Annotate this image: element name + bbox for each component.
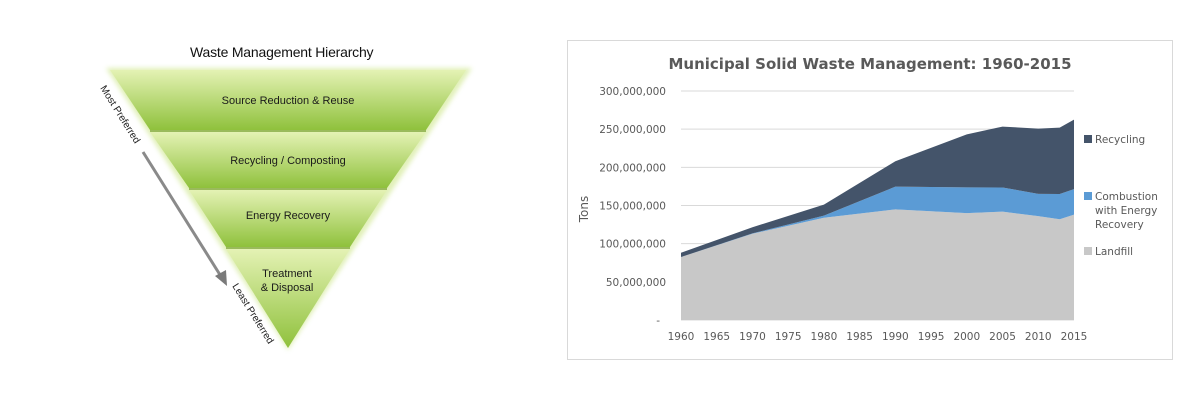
y-tick-label: 150,000,000 — [599, 201, 666, 213]
x-tick-label: 1985 — [846, 331, 873, 343]
y-tick-label: 250,000,000 — [599, 124, 666, 136]
tier-label-recycling: Recycling / Composting — [230, 155, 346, 167]
area-series-landfill — [681, 209, 1074, 320]
legend: Recycling Combustion with Energy Recovery La… — [1084, 134, 1158, 258]
tier-label-disposal: & Disposal — [261, 282, 314, 294]
x-tick-label: 1960 — [668, 331, 695, 343]
x-tick-label: 1990 — [882, 331, 909, 343]
tier-energy-recovery — [189, 190, 387, 247]
waste-hierarchy-panel: Source Reduction & Reuse Recycling / Com… — [0, 0, 560, 400]
tier-label-energy-recovery: Energy Recovery — [246, 210, 331, 222]
x-tick-label: 1980 — [811, 331, 838, 343]
tier-label-treatment: Treatment — [262, 268, 312, 280]
legend-label: Combustion — [1095, 191, 1158, 203]
x-tick-label: 1975 — [775, 331, 802, 343]
y-tick-label: 50,000,000 — [606, 277, 666, 289]
preference-arrow-head — [215, 270, 227, 286]
y-tick-label: 100,000,000 — [599, 239, 666, 251]
y-axis-label: Tons — [577, 196, 591, 224]
legend-swatch — [1084, 135, 1092, 143]
y-tick-label: 200,000,000 — [599, 162, 666, 174]
legend-label: Recovery — [1095, 219, 1144, 231]
x-tick-label: 1965 — [703, 331, 730, 343]
tier-recycling — [150, 132, 426, 188]
area-chart: Municipal Solid Waste Management: 1960-2… — [577, 55, 1158, 343]
legend-label: Recycling — [1095, 134, 1145, 146]
x-tick-label: 2000 — [953, 331, 980, 343]
x-tick-label: 1995 — [918, 331, 945, 343]
tier-label-source-reduction: Source Reduction & Reuse — [222, 95, 355, 107]
y-tick-labels: - 50,000,000 100,000,000 150,000,000 200,000… — [599, 86, 666, 327]
area-series-combustion-with-energy-recovery — [681, 186, 1074, 258]
x-tick-label: 1970 — [739, 331, 766, 343]
x-tick-label: 2015 — [1061, 331, 1088, 343]
legend-label: Landfill — [1095, 246, 1133, 258]
hierarchy-diagram: Source Reduction & Reuse Recycling / Com… — [97, 68, 472, 350]
area-series-recycling — [681, 119, 1074, 258]
legend-swatch — [1084, 192, 1092, 200]
chart-title: Municipal Solid Waste Management: 1960-2… — [668, 55, 1071, 73]
x-tick-label: 2005 — [989, 331, 1016, 343]
preference-arrow-shaft — [141, 151, 224, 279]
legend-swatch — [1084, 247, 1092, 255]
tier-source-reduction — [110, 70, 466, 130]
y-tick-label: - — [656, 315, 660, 327]
legend-label: with Energy — [1095, 205, 1157, 217]
y-tick-label: 300,000,000 — [599, 86, 666, 98]
tier-treatment-disposal — [226, 249, 350, 348]
plot-areas — [681, 119, 1074, 320]
x-tick-label: 2010 — [1025, 331, 1052, 343]
hierarchy-title: Waste Management Hierarchy — [190, 44, 374, 60]
x-tick-labels: 1960 1965 1970 1975 1980 1985 1990 1995 2000 2005… — [668, 331, 1088, 343]
chart-panel: Municipal Solid Waste Management: 1960-2… — [567, 40, 1173, 360]
